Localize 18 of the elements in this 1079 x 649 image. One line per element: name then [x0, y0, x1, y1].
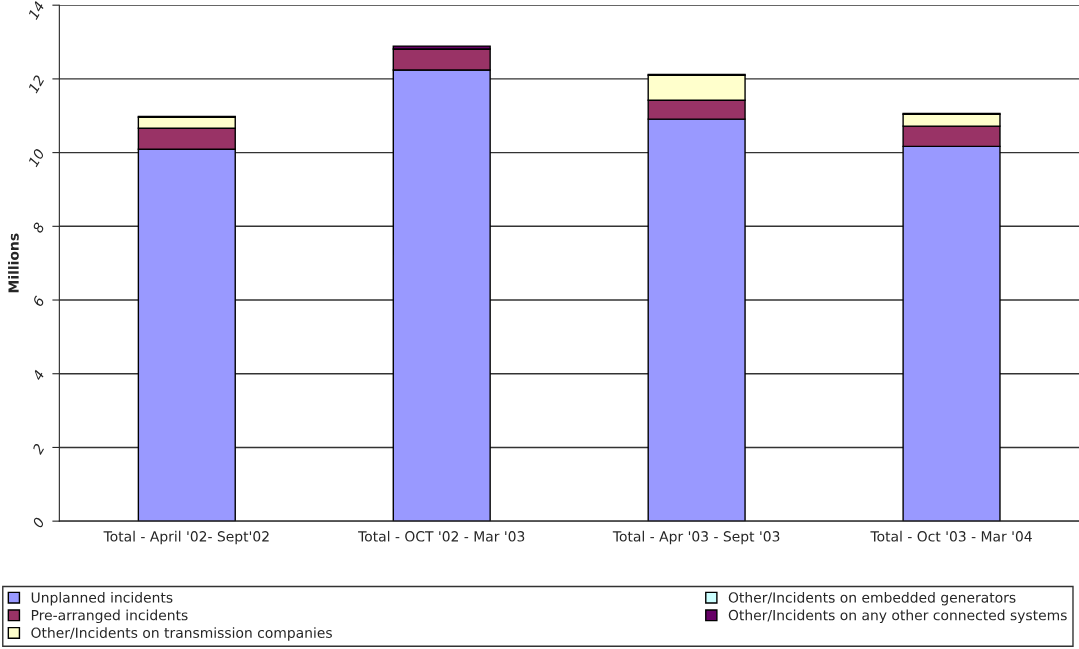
y-axis-title: Millions [8, 233, 19, 293]
y-tick-label: 10 [27, 148, 45, 168]
legend-label: Unplanned incidents [31, 592, 173, 606]
x-tick-label: Total - Oct '03 - Mar '04 [870, 530, 1032, 542]
x-tick-label: Total - Apr '03 - Sept '03 [612, 530, 780, 545]
legend-label: Pre-arranged incidents [31, 609, 188, 624]
y-tick-label: 6 [32, 295, 45, 308]
y-tick-label: 8 [31, 221, 45, 234]
y-tick-label: 0 [32, 516, 45, 529]
y-tick-label: 4 [31, 369, 45, 382]
legend-label: Other/Incidents on any other connected systems [728, 609, 1067, 624]
y-tick-label: 2 [31, 443, 45, 456]
x-tick-label: Total - OCT '02 - Mar '03 [358, 530, 525, 542]
legend-label: Other/Incidents on transmission companies [31, 627, 332, 641]
y-tick-label: 14 [27, 0, 45, 20]
legend-label: Other/Incidents on embedded generators [728, 592, 1016, 606]
x-tick-label: Total - April '02- Sept'02 [103, 530, 269, 545]
y-tick-label: 12 [27, 74, 45, 94]
